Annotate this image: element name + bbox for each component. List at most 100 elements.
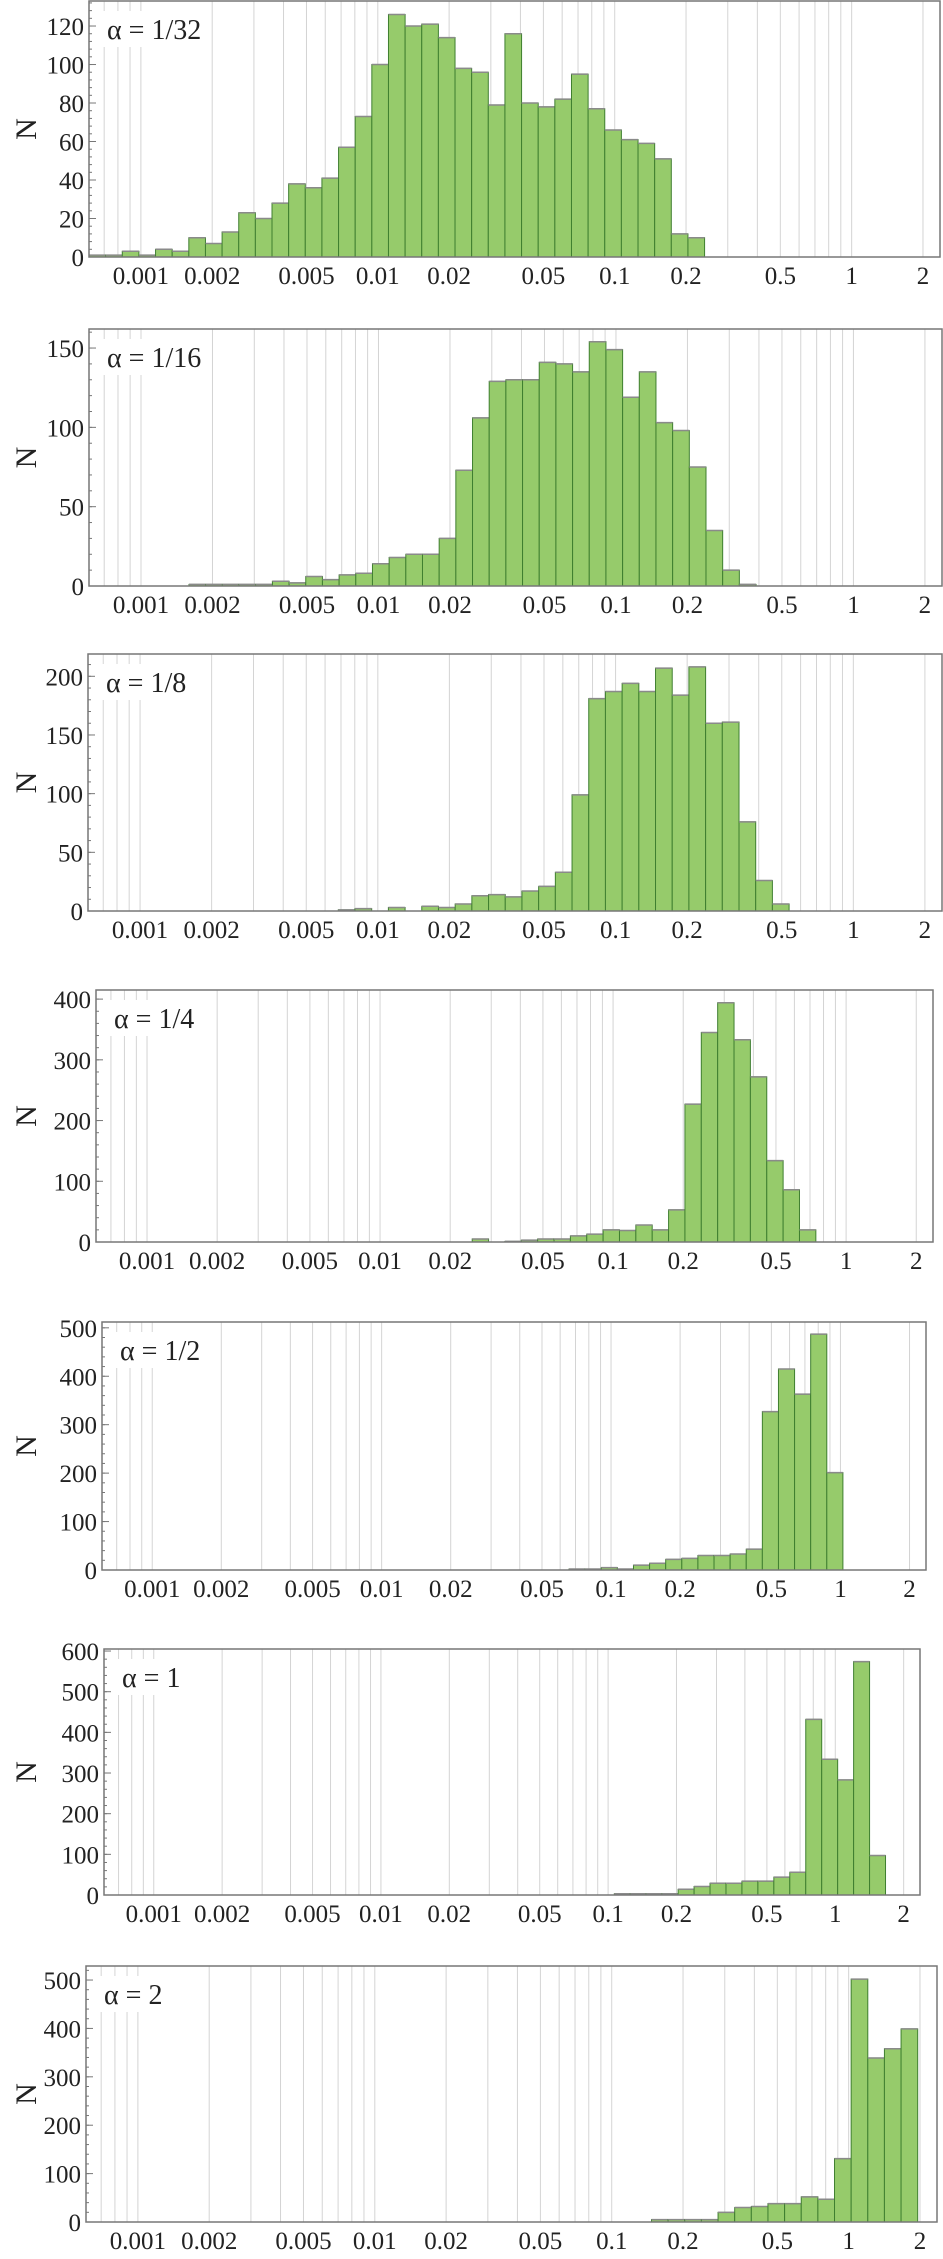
x-tick-label: 0.2 <box>664 1576 695 1603</box>
histogram-bar <box>717 1002 735 1243</box>
x-tick-label: 0.001 <box>126 1901 182 1928</box>
x-tick-label: 0.05 <box>519 2228 563 2255</box>
label-background <box>100 664 198 700</box>
histogram-bar <box>455 469 474 587</box>
y-axis-label: N <box>10 1435 43 1457</box>
panel-label: α = 1/2 <box>120 1336 200 1367</box>
histogram-bar <box>338 146 356 258</box>
y-tick-label: 40 <box>59 168 84 195</box>
histogram-bar <box>388 556 407 587</box>
x-tick-label: 0.2 <box>672 917 703 944</box>
y-tick-label: 400 <box>54 987 92 1014</box>
x-tick-label: 0.002 <box>189 1248 245 1275</box>
histogram-bar <box>254 218 273 258</box>
histogram-bar <box>504 33 523 258</box>
x-tick-label: 0.005 <box>284 1901 340 1928</box>
x-tick-label: 0.1 <box>600 592 631 619</box>
y-tick-label: 100 <box>62 1842 100 1869</box>
histogram-bar <box>405 553 423 587</box>
y-tick-label: 500 <box>44 1968 82 1995</box>
histogram-bar <box>271 202 290 258</box>
histogram-bar <box>637 142 656 258</box>
histogram-bar <box>321 579 340 587</box>
y-tick-label: 400 <box>44 2016 82 2043</box>
histogram-bar <box>588 341 607 587</box>
histogram-bar <box>717 2211 736 2223</box>
histogram-bar <box>572 371 590 587</box>
y-tick-label: 200 <box>44 2113 82 2140</box>
plot-frame <box>88 328 943 587</box>
y-axis-label: N <box>10 1105 43 1127</box>
plot-frame <box>95 989 934 1243</box>
y-tick-label: 150 <box>47 336 85 363</box>
histogram-bar <box>654 158 672 258</box>
panel-label: α = 1/32 <box>107 15 201 46</box>
histogram-bar <box>771 903 790 912</box>
histogram-bar <box>238 212 256 258</box>
histogram-bar <box>738 821 757 912</box>
x-tick-label: 0.05 <box>520 1576 564 1603</box>
x-tick-label: 0.05 <box>518 1901 562 1928</box>
bars <box>337 666 790 912</box>
histogram-bar <box>488 894 506 912</box>
y-tick-label: 0 <box>72 245 85 272</box>
histogram-bar <box>454 903 473 912</box>
histogram-bar <box>900 2028 919 2223</box>
y-tick-label: 200 <box>54 1109 92 1136</box>
histogram-bar <box>521 890 540 912</box>
histogram-bar <box>757 1880 775 1896</box>
y-tick-label: 200 <box>62 1802 100 1829</box>
x-tick-label: 0.01 <box>358 1248 402 1275</box>
histogram-bar <box>638 691 657 912</box>
histogram-bar <box>604 691 623 912</box>
x-tick-label: 2 <box>917 263 930 290</box>
x-tick-label: 0.05 <box>523 592 567 619</box>
histogram-bar <box>810 1333 828 1571</box>
histogram-bar <box>121 250 140 258</box>
label-background <box>101 339 211 375</box>
x-tick-label: 2 <box>903 1576 916 1603</box>
histogram-bar <box>437 37 456 258</box>
label-background <box>98 1976 172 2012</box>
y-tick-label: 400 <box>60 1364 98 1391</box>
histogram-bar <box>622 396 640 587</box>
histogram-bar <box>554 871 573 912</box>
histogram-bar <box>454 67 473 258</box>
x-tick-label: 2 <box>919 917 932 944</box>
histogram-panel-3: α = 1/8 0 50 100 150 200 0.001 0.002 0.005 0.01 0.… <box>10 653 943 944</box>
histogram-bar <box>697 1554 715 1571</box>
histogram-bar <box>800 2196 819 2223</box>
histogram-bar <box>853 1661 871 1896</box>
histogram-bar <box>155 248 173 258</box>
histogram-bar <box>805 1718 823 1896</box>
x-tick-label: 0.1 <box>597 1248 628 1275</box>
y-tick-label: 60 <box>59 130 84 157</box>
x-tick-label: 0.01 <box>356 917 400 944</box>
histogram-bar <box>687 237 706 258</box>
histogram-bar <box>471 895 490 912</box>
x-tick-label: 2 <box>897 1901 910 1928</box>
histogram-bar <box>671 694 690 912</box>
y-tick-label: 100 <box>44 2162 82 2189</box>
x-tick-label: 0.02 <box>429 1576 473 1603</box>
histogram-bar <box>705 529 724 587</box>
histogram-bar <box>655 422 674 587</box>
x-tick-label: 0.02 <box>427 263 471 290</box>
histogram-panel-1: α = 1/32 0 20 40 60 80 100 120 0.001 0.002 0.005 0.… <box>10 0 941 290</box>
histogram-bar <box>883 2048 902 2223</box>
histogram-bar <box>688 466 707 587</box>
histogram-bar <box>171 250 190 258</box>
histogram-bar <box>755 879 773 912</box>
x-tick-label: 0.005 <box>279 592 335 619</box>
y-tick-label: 120 <box>47 14 85 41</box>
histogram-bar <box>655 667 673 912</box>
histogram-bar <box>538 361 557 587</box>
histogram-bar <box>586 1233 604 1243</box>
histogram-bar <box>850 1978 869 2223</box>
x-tick-label: 1 <box>842 2228 855 2255</box>
histogram-bar <box>620 139 639 258</box>
histogram-bar <box>488 380 507 587</box>
histogram-bar <box>221 231 240 258</box>
histogram-bar <box>421 553 440 587</box>
y-tick-label: 100 <box>46 782 84 809</box>
